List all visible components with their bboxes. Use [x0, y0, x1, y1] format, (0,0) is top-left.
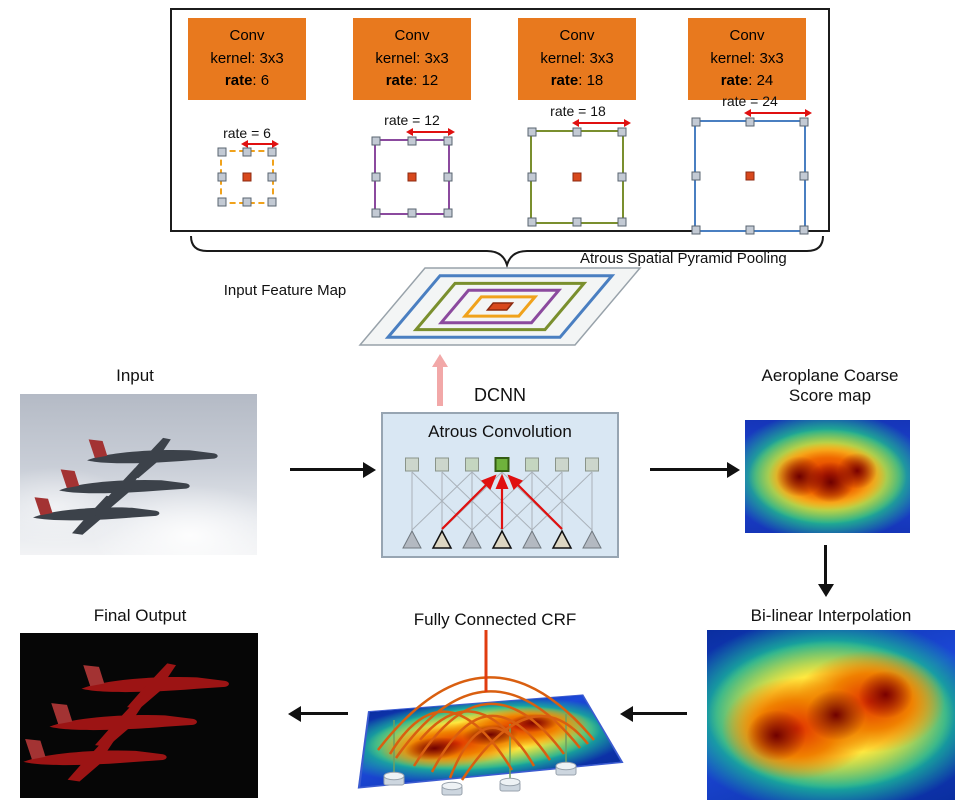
rate-grid-caption-12: rate = 12: [384, 112, 440, 128]
fully-connected-crf-visual: [357, 628, 624, 800]
conv-title: Conv: [729, 27, 765, 45]
rate-grid-caption-6: rate = 6: [223, 125, 271, 141]
dilated-grid-rate12: [371, 136, 453, 218]
conv-block-rate24: Conv kernel: 3x3 rate: 24: [688, 18, 806, 100]
arrow-input-to-dcnn: [290, 461, 376, 478]
bilinear-interpolation-map: [707, 630, 955, 800]
rate-span-arrow-6: [241, 140, 279, 148]
rate-span-arrow-18: [572, 119, 631, 127]
conv-block-rate12: Conv kernel: 3x3 rate: 12: [353, 18, 471, 100]
dcnn-box: Atrous Convolution: [381, 412, 619, 558]
arrow-bilinear-to-crf: [620, 705, 687, 722]
conv-block-rate6: Conv kernel: 3x3 rate: 6: [188, 18, 306, 100]
conv-rate: rate: 24: [720, 72, 774, 90]
up-arrow-dcnn-to-featuremap: [431, 354, 448, 406]
final-output-label: Final Output: [93, 606, 187, 625]
coarse-scoremap-label: Aeroplane Coarse Score map: [761, 366, 899, 405]
feature-map-label: Input Feature Map: [223, 282, 347, 299]
conv-rate: rate: 12: [385, 72, 439, 90]
atrous-network-diagram: [402, 457, 602, 549]
bilinear-label: Bi-linear Interpolation: [750, 606, 912, 625]
rate-span-arrow-24: [744, 109, 812, 117]
segmented-airplanes: [23, 663, 229, 782]
conv-rate: rate: 18: [550, 72, 604, 90]
airplanes-illustration: [33, 437, 218, 535]
rate-grid-caption-24: rate = 24: [722, 93, 778, 109]
conv-rate: rate: 6: [224, 72, 270, 90]
conv-title: Conv: [559, 27, 595, 45]
brace: [190, 235, 824, 268]
conv-kernel: kernel: 3x3: [540, 49, 614, 67]
conv-kernel: kernel: 3x3: [710, 49, 784, 67]
final-output-image: [20, 633, 258, 798]
conv-title: Conv: [394, 27, 430, 45]
dcnn-label: DCNN: [474, 385, 526, 405]
arrow-dcnn-to-scoremap: [650, 461, 740, 478]
crf-arcs: [377, 630, 595, 796]
conv-title: Conv: [229, 27, 265, 45]
dilated-grid-rate18: [527, 127, 627, 227]
arrow-crf-to-final: [288, 705, 348, 722]
aspp-title: Atrous Spatial Pyramid Pooling: [580, 250, 787, 267]
crf-label: Fully Connected CRF: [413, 610, 577, 629]
input-label: Input: [116, 366, 154, 385]
conv-kernel: kernel: 3x3: [210, 49, 284, 67]
input-feature-map: [358, 267, 642, 346]
dilated-grid-rate6: [217, 147, 277, 207]
conv-kernel: kernel: 3x3: [375, 49, 449, 67]
rate-grid-caption-18: rate = 18: [550, 103, 606, 119]
coarse-score-map: [745, 420, 910, 533]
arrow-scoremap-to-bilinear: [817, 545, 834, 597]
dilated-grid-rate24: [691, 117, 809, 235]
input-image: [20, 394, 257, 555]
rate-span-arrow-12: [406, 128, 455, 136]
atrous-convolution-title: Atrous Convolution: [428, 422, 572, 441]
conv-block-rate18: Conv kernel: 3x3 rate: 18: [518, 18, 636, 100]
